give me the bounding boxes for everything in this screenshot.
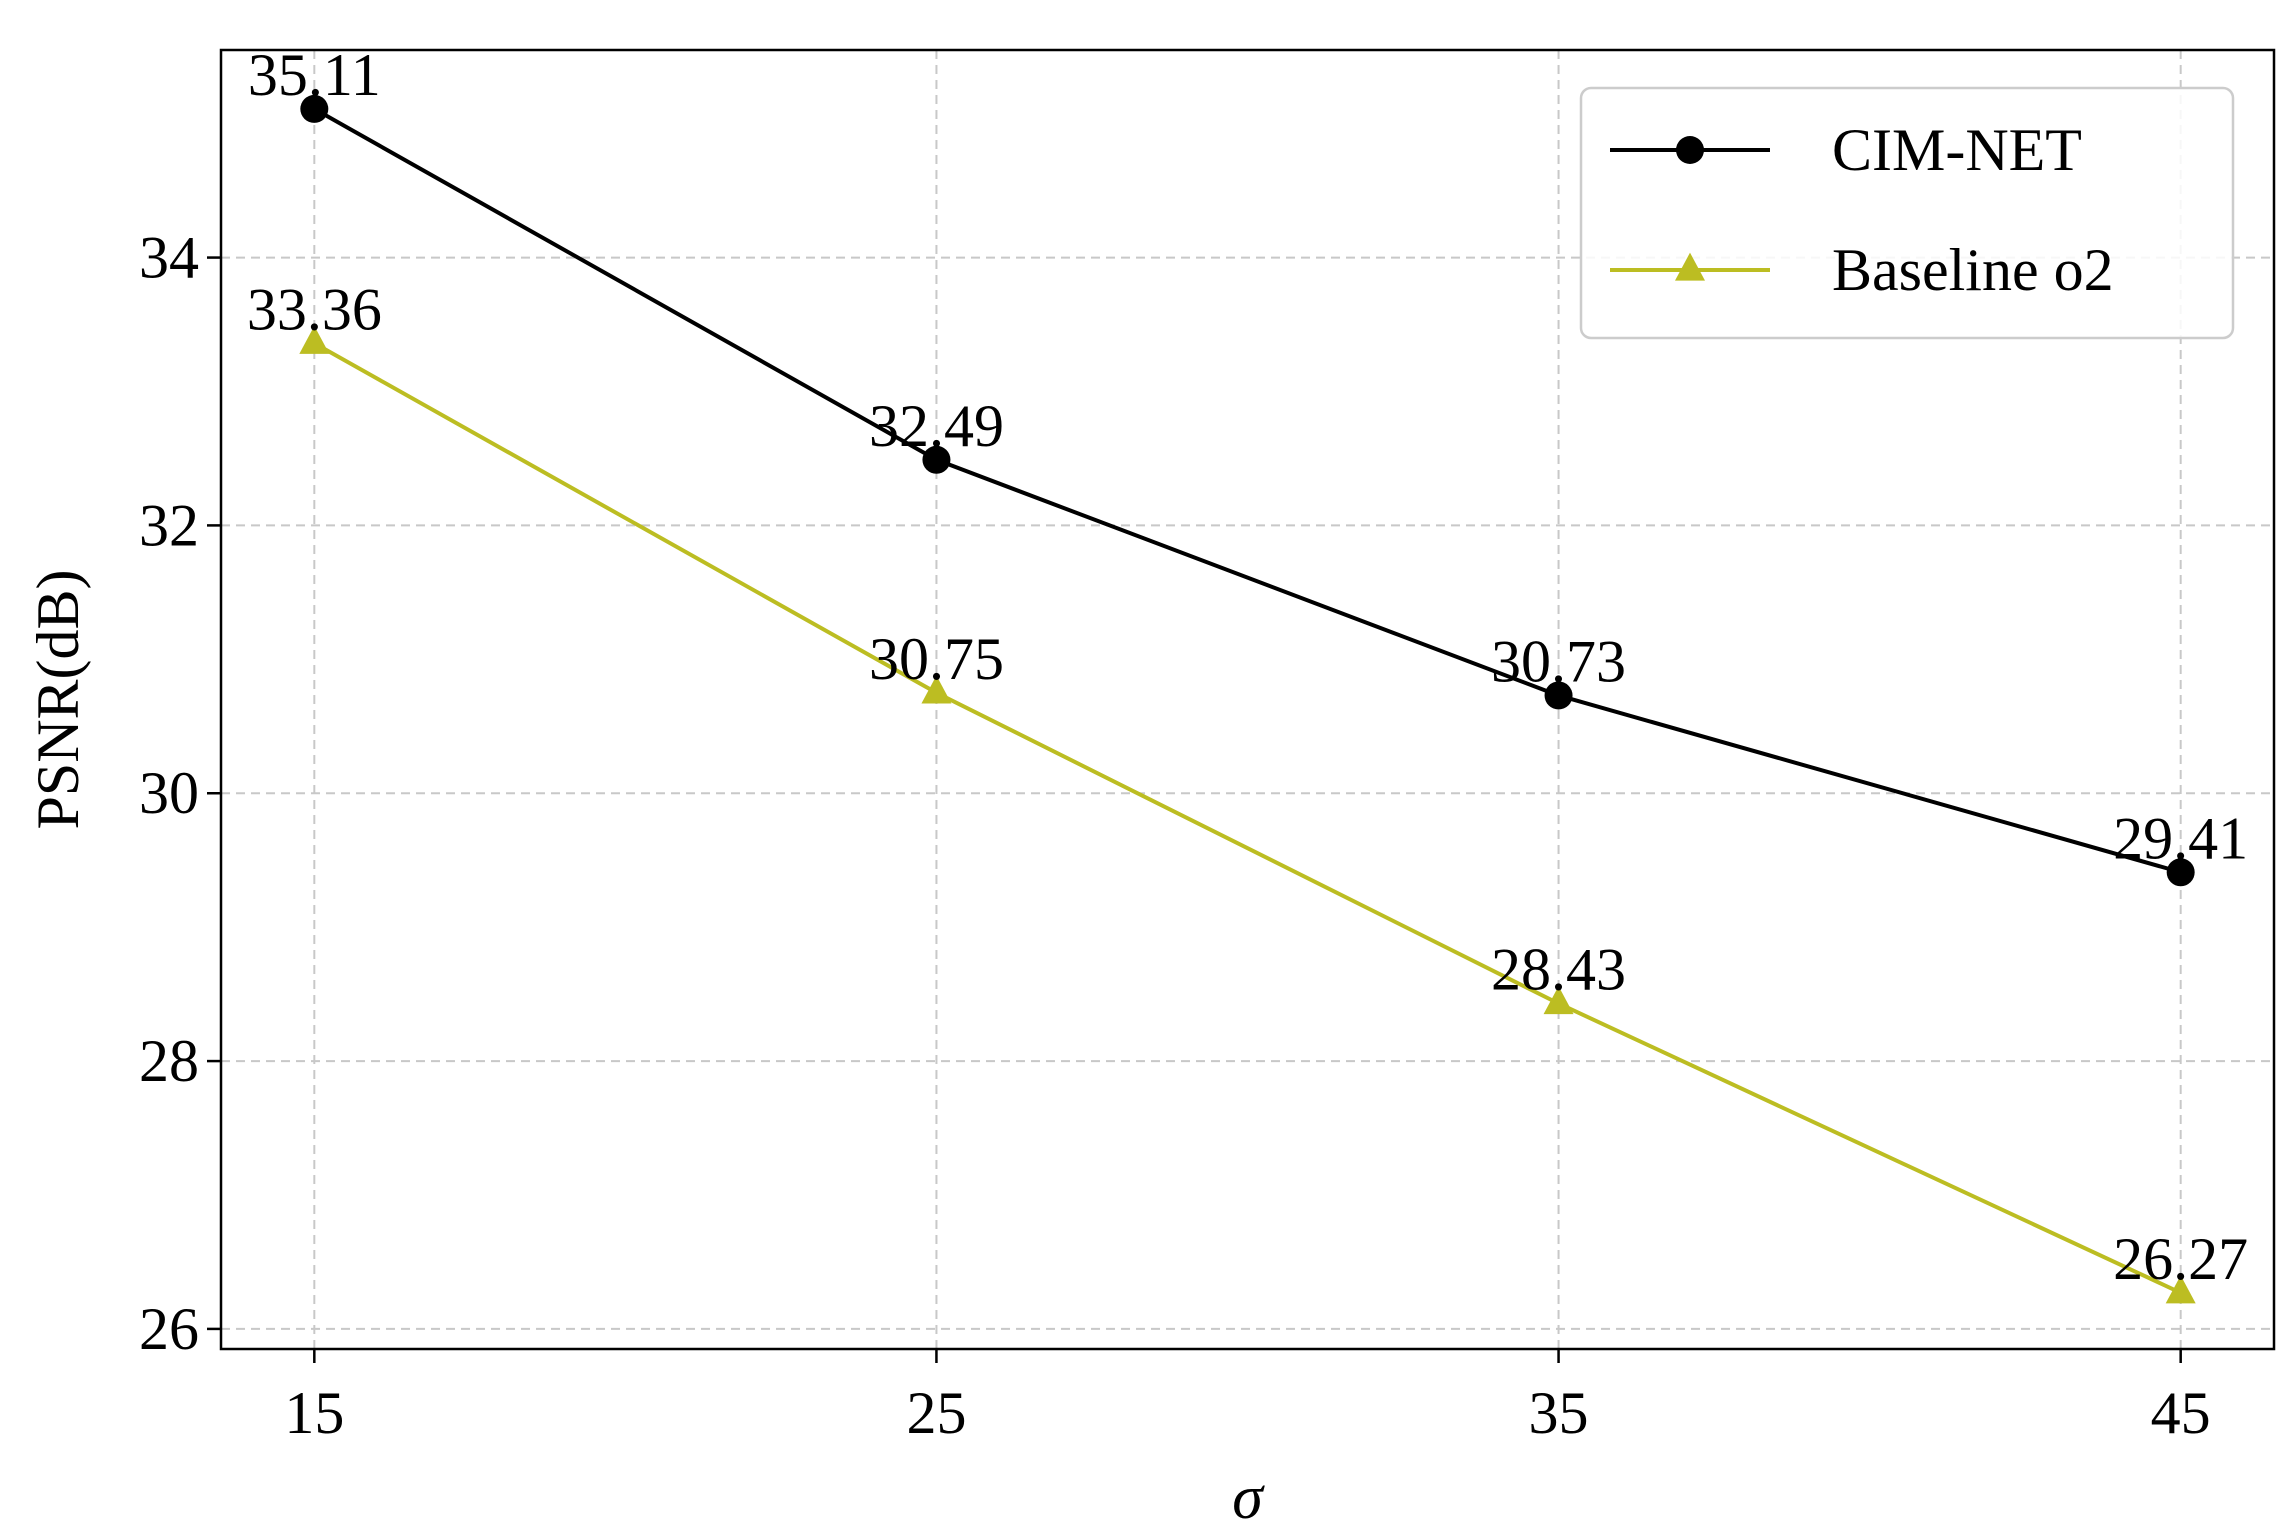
legend: CIM-NET Baseline o2 <box>1579 86 2235 340</box>
plot-frame <box>219 48 2276 1351</box>
baseline-o2-data-label: 28.43 <box>1491 936 1626 1002</box>
y-tick-label: 30 <box>139 760 199 826</box>
cim-net-data-label: 35.11 <box>248 42 381 108</box>
cim-net-data-label: 32.49 <box>869 393 1004 459</box>
cim-net-data-label: 30.73 <box>1491 628 1626 694</box>
y-axis-label: PSNR(dB) <box>25 569 91 829</box>
x-tick-label: 15 <box>284 1380 344 1446</box>
series-layer <box>299 94 2196 1304</box>
cim-net-data-label: 29.41 <box>2113 805 2248 871</box>
y-tick-label: 26 <box>139 1296 199 1362</box>
baseline-o2-data-label: 33.36 <box>247 276 382 342</box>
cim-net-point <box>1544 681 1573 710</box>
x-tick-label: 35 <box>1529 1380 1589 1446</box>
baseline-o2-point <box>299 325 330 354</box>
legend-cim-net-marker <box>1676 136 1704 164</box>
cim-net-point <box>300 94 329 123</box>
y-tick-label: 28 <box>139 1028 199 1094</box>
baseline-o2-point <box>921 675 952 704</box>
x-axis-label: σ <box>1232 1464 1265 1527</box>
y-tick-label: 32 <box>139 492 199 558</box>
baseline-o2-data-label: 30.75 <box>869 626 1004 692</box>
x-tick-label: 25 <box>906 1380 966 1446</box>
legend-baseline-o2-label: Baseline o2 <box>1832 237 2114 303</box>
y-tick-label: 34 <box>139 225 199 291</box>
data-labels: 35.11 32.49 30.73 29.41 33.36 30.75 28.43 26.27 <box>247 42 2248 1292</box>
legend-baseline-o2-marker <box>1675 252 1705 281</box>
x-tick-label: 45 <box>2151 1380 2211 1446</box>
baseline-o2-point <box>2165 1275 2196 1304</box>
baseline-o2-line <box>313 341 2182 1295</box>
baseline-o2-point <box>1543 986 1574 1015</box>
baseline-o2-data-label: 26.27 <box>2113 1226 2248 1292</box>
cim-net-line <box>313 107 2182 875</box>
cim-net-point <box>922 445 951 474</box>
axis-ticks: 15 25 35 45 26 28 30 32 34 <box>139 225 2211 1446</box>
legend-cim-net-label: CIM-NET <box>1832 117 2082 183</box>
cim-net-point <box>2166 858 2195 887</box>
